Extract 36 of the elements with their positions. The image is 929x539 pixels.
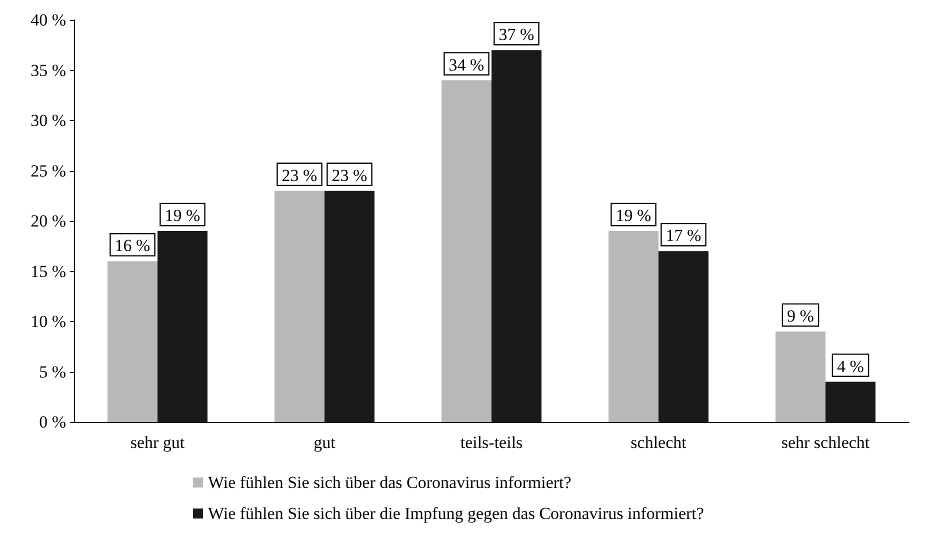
y-tick-label: 5 % [39, 362, 66, 382]
bar [658, 251, 708, 422]
data-label: 23 % [282, 166, 318, 185]
x-tick-label: teils-teils [460, 433, 523, 452]
data-label: 17 % [666, 226, 702, 246]
bar [608, 231, 658, 422]
x-tick-label: sehr gut [130, 433, 185, 452]
y-tick-label: 40 % [30, 10, 66, 30]
bar [492, 50, 542, 422]
data-label: 19 % [616, 206, 652, 226]
data-label: 16 % [114, 236, 150, 256]
bar [274, 190, 324, 422]
data-label: 19 % [164, 206, 200, 226]
data-label: 34 % [448, 55, 484, 74]
bar [826, 382, 876, 422]
bar [324, 190, 374, 422]
bar [776, 332, 826, 422]
data-label: 37 % [498, 25, 534, 44]
data-label: 23 % [332, 166, 368, 185]
x-tick-label: sehr schlecht [781, 433, 870, 452]
bar [442, 80, 492, 422]
y-tick-label: 20 % [30, 212, 66, 230]
y-tick-label: 15 % [30, 262, 66, 281]
legend-label: Wie fühlen Sie sich über die Impfung gegen das Coronavirus informiert? [208, 504, 704, 523]
data-label: 9 % [787, 306, 814, 326]
bar [158, 231, 208, 422]
legend-label: Wie fühlen Sie sich über das Coronavirus informiert? [208, 473, 572, 492]
x-tick-label: schlecht [630, 433, 687, 452]
bar [108, 261, 158, 422]
y-tick-label: 35 % [30, 60, 66, 80]
y-tick-label: 25 % [30, 161, 66, 180]
data-label: 4 % [837, 356, 864, 376]
y-tick-label: 0 % [39, 412, 66, 432]
y-tick-label: 30 % [30, 111, 66, 130]
x-tick-label: gut [314, 433, 336, 452]
y-tick-label: 10 % [30, 312, 66, 331]
